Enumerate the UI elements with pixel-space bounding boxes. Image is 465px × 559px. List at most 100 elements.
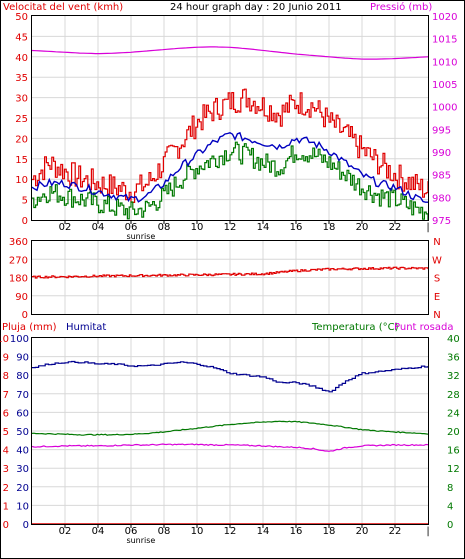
p3-sunrise-label: sunrise [126, 536, 155, 545]
p3-xtick-label: 04 [92, 526, 105, 537]
panel-wind-series [31, 46, 429, 220]
p3-xtick-label: 14 [257, 526, 270, 537]
pressure-ytick-label: 1000 [432, 103, 457, 114]
direction-ytick-label: 360 [9, 237, 28, 248]
pressure-ytick-label: 1005 [432, 80, 457, 91]
p1-end-mark: | [426, 222, 429, 233]
panel-direction-grid [32, 241, 428, 314]
compass-ytick-label: W [432, 255, 442, 266]
panel-direction-series [32, 266, 429, 279]
wind-ytick-label: 15 [15, 155, 28, 166]
p3-xtick-label: 08 [158, 526, 171, 537]
temperature-ytick-label: 32 [447, 371, 460, 382]
p1-xtick-label: 18 [323, 222, 336, 233]
pressure-ytick-label: 990 [432, 148, 451, 159]
p3-xtick-label: 12 [224, 526, 237, 537]
temperature-ytick-label: 0 [447, 520, 453, 531]
wind-ytick-label: 0 [22, 216, 28, 227]
humidity-ytick-label: 90 [16, 353, 29, 364]
p1-xtick-label: 22 [389, 222, 402, 233]
panel-wind-axis-labels: 0510152025303540455097598098599099510001… [15, 12, 457, 241]
p1-xtick-label: 06 [125, 222, 138, 233]
pressure-line [31, 46, 429, 60]
wind-ytick-label: 30 [15, 94, 28, 105]
pressure-ytick-label: 975 [432, 216, 451, 227]
temperature-ytick-label: 20 [447, 427, 460, 438]
temperature-ytick-label: 4 [447, 501, 453, 512]
humidity-ytick-label: 0 [23, 520, 29, 531]
panel-temp-axis-labels: 0123456789100102030405060708090100048121… [0, 334, 460, 545]
p3-end-mark: | [426, 526, 429, 537]
humidity-ytick-label: 30 [16, 464, 29, 475]
pressure-ytick-label: 1020 [432, 12, 457, 23]
wind-speed-label: Velocitat del vent (kmh) [3, 2, 123, 13]
direction-ytick-label: 180 [9, 274, 28, 285]
pressure-ytick-label: 980 [432, 193, 451, 204]
wind-average-line [31, 131, 428, 203]
pressure-label: Pressió (mb) [370, 1, 432, 13]
p1-xtick-label: 08 [158, 222, 171, 233]
rain-ytick-label: 9 [3, 353, 9, 364]
wind-ytick-label: 45 [15, 32, 28, 43]
rain-ytick-label: 10 [0, 334, 9, 345]
direction-ytick-label: 90 [15, 292, 28, 303]
temperature-ytick-label: 16 [447, 446, 460, 457]
direction-ytick-label: 270 [9, 255, 28, 266]
temperature-ytick-label: 12 [447, 464, 460, 475]
dew-point-label: Punt rosada [394, 322, 453, 333]
wind-ytick-label: 35 [15, 73, 28, 84]
temperature-ytick-label: 36 [447, 353, 460, 364]
temperature-label: Temperatura (°C) [311, 322, 399, 333]
humidity-label: Humitat [66, 322, 106, 333]
humidity-ytick-label: 80 [16, 371, 29, 382]
p3-xtick-label: 22 [389, 526, 402, 537]
p3-xtick-label: 16 [290, 526, 303, 537]
humidity-ytick-label: 100 [10, 334, 29, 345]
p1-xtick-label: 04 [92, 222, 105, 233]
direction-ytick-label: 0 [22, 310, 28, 321]
chart-title: 24 hour graph day : 20 Junio 2011 [170, 2, 342, 13]
p3-xtick-label: 10 [191, 526, 204, 537]
p1-xtick-label: 02 [59, 222, 72, 233]
rain-ytick-label: 2 [3, 483, 9, 494]
wind-ytick-label: 25 [15, 114, 28, 125]
rain-ytick-label: 8 [3, 371, 9, 382]
rain-ytick-label: 6 [3, 408, 9, 419]
compass-ytick-label: S [434, 274, 440, 285]
p3-xtick-label: 20 [356, 526, 369, 537]
humidity-ytick-label: 50 [16, 427, 29, 438]
wind-ytick-label: 10 [15, 175, 28, 186]
pressure-ytick-label: 995 [432, 125, 451, 136]
wind-gust-line [32, 88, 429, 203]
humidity-ytick-label: 70 [16, 390, 29, 401]
p3-xtick-label: 06 [125, 526, 138, 537]
p1-xtick-label: 10 [191, 222, 204, 233]
wind-ytick-label: 40 [15, 53, 28, 64]
wind-ytick-label: 5 [22, 196, 28, 207]
p3-xtick-label: 02 [59, 526, 72, 537]
p1-sunrise-label: sunrise [126, 232, 155, 241]
temperature-ytick-label: 24 [447, 408, 460, 419]
rain-ytick-label: 4 [3, 446, 9, 457]
temperature-line [31, 420, 429, 436]
wind-ytick-label: 20 [15, 134, 28, 145]
pressure-ytick-label: 1010 [432, 57, 457, 68]
panel-direction-frame [31, 240, 429, 315]
rain-ytick-label: 3 [3, 464, 9, 475]
rain-ytick-label: 1 [3, 501, 9, 512]
wind-direction-line [32, 266, 429, 279]
pressure-ytick-label: 1015 [432, 35, 457, 46]
p1-xtick-label: 12 [224, 222, 237, 233]
p1-xtick-label: 16 [290, 222, 303, 233]
dew-point-line [31, 443, 429, 452]
compass-ytick-label: N [433, 237, 440, 248]
p3-xtick-label: 18 [323, 526, 336, 537]
pressure-ytick-label: 985 [432, 171, 451, 182]
rain-ytick-label: 5 [3, 427, 9, 438]
rain-ytick-label: 0 [3, 520, 9, 531]
temperature-ytick-label: 40 [447, 334, 460, 345]
wind-ytick-label: 50 [15, 12, 28, 23]
